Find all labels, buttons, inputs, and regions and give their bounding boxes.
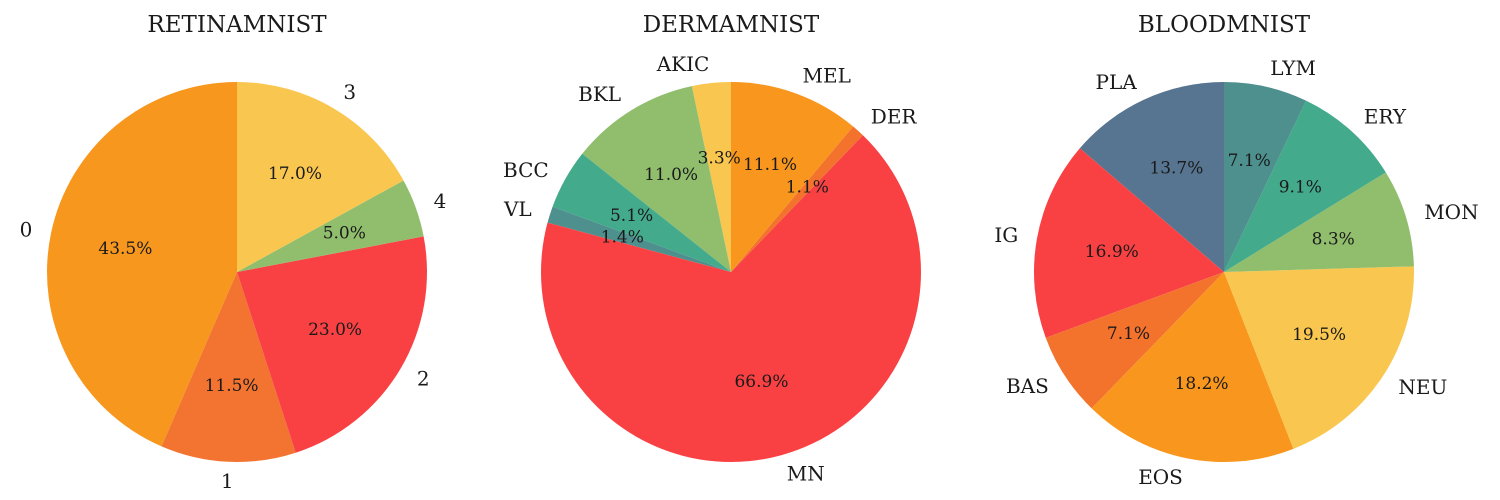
dermamnist-slice-bcc <box>552 153 731 272</box>
retinamnist-pct-label-3: 17.0% <box>268 164 322 184</box>
retinamnist-pct-label-1: 11.5% <box>205 376 259 396</box>
bloodmnist-category-label-lym: LYM <box>1270 56 1316 80</box>
bloodmnist-title: BLOODMNIST <box>1138 12 1311 38</box>
retinamnist-slice-2 <box>237 236 427 453</box>
dermamnist-pct-label-akic: 3.3% <box>698 149 741 169</box>
dermamnist-pie: DERMAMNIST 3.3% AKIC 11.0% BKL 5.1% BCC 1.4% VL… <box>503 12 921 485</box>
retinamnist-category-label-3: 3 <box>343 80 356 104</box>
dermamnist-category-label-bcc: BCC <box>503 158 549 182</box>
bloodmnist-category-label-mon: MON <box>1424 200 1478 224</box>
bloodmnist-pct-label-neu: 19.5% <box>1292 325 1346 345</box>
dermamnist-slice-vl <box>547 206 731 272</box>
dermamnist-pct-label-mel: 11.1% <box>743 155 797 175</box>
bloodmnist-pct-label-ery: 9.1% <box>1279 177 1322 197</box>
dermamnist-title: DERMAMNIST <box>643 12 820 38</box>
bloodmnist-category-label-pla: PLA <box>1096 70 1138 94</box>
retinamnist-pie: RETINAMNIST 43.5% 0 11.5% 1 23.0% 2 5.0% 4 17.0%… <box>20 12 447 493</box>
bloodmnist-pct-label-bas: 7.1% <box>1107 324 1150 344</box>
retinamnist-category-label-2: 2 <box>417 366 430 390</box>
bloodmnist-pct-label-pla: 13.7% <box>1149 158 1203 178</box>
dermamnist-slice-bkl <box>582 86 731 272</box>
dermamnist-category-label-der: DER <box>871 105 918 129</box>
bloodmnist-slice-pla <box>1079 82 1224 272</box>
bloodmnist-slice-bas <box>1045 272 1224 409</box>
bloodmnist-slice-mon <box>1224 172 1414 272</box>
bloodmnist-slice-eos <box>1091 272 1294 462</box>
retinamnist-slice-0 <box>47 82 238 447</box>
dermamnist-slice-akic <box>691 82 731 272</box>
bloodmnist-category-label-ery: ERY <box>1364 105 1407 129</box>
bloodmnist-pct-label-lym: 7.1% <box>1228 151 1271 171</box>
bloodmnist-category-label-neu: NEU <box>1398 375 1447 399</box>
bloodmnist-category-label-ig: IG <box>994 223 1018 247</box>
retinamnist-slice-1 <box>161 272 296 462</box>
bloodmnist-pct-label-mon: 8.3% <box>1312 229 1355 249</box>
retinamnist-category-label-4: 4 <box>434 189 447 213</box>
dermamnist-pct-label-bcc: 5.1% <box>610 206 653 226</box>
retinamnist-title: RETINAMNIST <box>147 12 327 38</box>
bloodmnist-pct-label-eos: 18.2% <box>1175 374 1229 394</box>
bloodmnist-pct-label-ig: 16.9% <box>1085 242 1139 262</box>
bloodmnist-category-label-bas: BAS <box>1006 374 1049 398</box>
retinamnist-pct-label-4: 5.0% <box>323 223 366 243</box>
retinamnist-slice-3 <box>237 82 404 272</box>
dermamnist-category-label-akic: AKIC <box>656 52 710 76</box>
dermamnist-slice-der <box>731 126 863 272</box>
dermamnist-pct-label-vl: 1.4% <box>601 228 644 248</box>
bloodmnist-category-label-eos: EOS <box>1138 465 1183 489</box>
dermamnist-pct-label-der: 1.1% <box>786 177 829 197</box>
dermamnist-category-label-vl: VL <box>503 197 532 221</box>
retinamnist-category-label-0: 0 <box>20 218 33 242</box>
bloodmnist-slice-lym <box>1224 82 1307 272</box>
retinamnist-category-label-1: 1 <box>221 469 234 493</box>
retinamnist-slice-4 <box>237 180 424 272</box>
retinamnist-pct-label-2: 23.0% <box>308 320 362 340</box>
dermamnist-category-label-bkl: BKL <box>578 82 621 106</box>
dermamnist-pct-label-mn: 66.9% <box>734 372 788 392</box>
retinamnist-pct-label-0: 43.5% <box>98 239 152 259</box>
dermamnist-category-label-mel: MEL <box>803 64 851 88</box>
dermamnist-slice-mn <box>540 135 921 462</box>
bloodmnist-slice-ery <box>1224 100 1386 272</box>
dermamnist-slice-mel <box>731 82 854 272</box>
bloodmnist-pie: BLOODMNIST 13.7% PLA 16.9% IG 7.1% BAS 18.2% EO… <box>994 12 1478 489</box>
bloodmnist-slice-neu <box>1224 266 1415 449</box>
dermamnist-category-label-mn: MN <box>787 461 825 485</box>
dermamnist-pct-label-bkl: 11.0% <box>644 165 698 185</box>
bloodmnist-slice-ig <box>1034 148 1224 338</box>
